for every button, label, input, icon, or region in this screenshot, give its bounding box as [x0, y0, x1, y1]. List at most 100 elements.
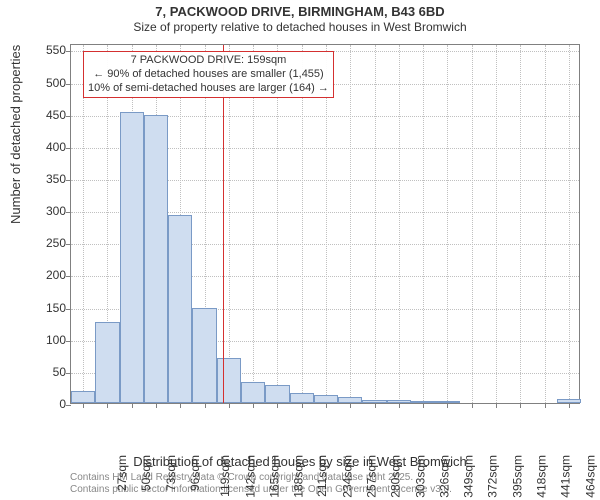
x-tick-label: 303sqm [413, 455, 427, 498]
chart-title: 7, PACKWOOD DRIVE, BIRMINGHAM, B43 6BD [0, 4, 600, 19]
gridline-vertical [545, 45, 546, 403]
y-tick-mark [66, 341, 71, 342]
y-tick-label: 50 [26, 365, 66, 379]
x-tick-mark [156, 403, 157, 408]
histogram-bar [265, 385, 289, 403]
gridline-vertical [326, 45, 327, 403]
annotation-line: 7 PACKWOOD DRIVE: 159sqm [88, 54, 329, 68]
histogram-bar [290, 393, 314, 403]
x-tick-mark [180, 403, 181, 408]
histogram-bar [338, 397, 362, 403]
y-tick-label: 250 [26, 236, 66, 250]
x-tick-mark [375, 403, 376, 408]
y-tick-label: 550 [26, 43, 66, 57]
histogram-bar [435, 401, 459, 403]
marker-line [223, 45, 224, 403]
y-tick-label: 200 [26, 268, 66, 282]
y-tick-label: 0 [26, 397, 66, 411]
x-tick-label: 395sqm [510, 455, 524, 498]
x-tick-label: 96sqm [188, 455, 202, 491]
x-tick-mark [423, 403, 424, 408]
y-axis-title: Number of detached properties [8, 45, 23, 224]
x-tick-mark [205, 403, 206, 408]
gridline-vertical [569, 45, 570, 403]
x-tick-mark [569, 403, 570, 408]
histogram-bar [168, 215, 192, 403]
x-tick-label: 211sqm [315, 455, 329, 497]
gridline-vertical [375, 45, 376, 403]
gridline-vertical [496, 45, 497, 403]
x-tick-mark [496, 403, 497, 408]
gridline-vertical [229, 45, 230, 403]
x-tick-mark [107, 403, 108, 408]
gridline-vertical [277, 45, 278, 403]
x-tick-mark [83, 403, 84, 408]
y-tick-label: 500 [26, 76, 66, 90]
y-tick-mark [66, 180, 71, 181]
y-tick-mark [66, 148, 71, 149]
x-tick-mark [520, 403, 521, 408]
histogram-bar [95, 322, 119, 403]
histogram-bar [71, 391, 95, 403]
y-tick-label: 300 [26, 204, 66, 218]
histogram-bar [387, 400, 411, 403]
y-tick-label: 100 [26, 333, 66, 347]
gridline-vertical [302, 45, 303, 403]
annotation-line: 10% of semi-detached houses are larger (… [88, 82, 329, 96]
gridline-vertical [350, 45, 351, 403]
histogram-bar [120, 112, 144, 403]
x-tick-label: 73sqm [164, 455, 178, 491]
x-tick-mark [326, 403, 327, 408]
chart-subtitle: Size of property relative to detached ho… [0, 20, 600, 34]
histogram-bar [192, 308, 216, 403]
x-tick-label: 234sqm [340, 455, 354, 498]
marker-annotation: 7 PACKWOOD DRIVE: 159sqm← 90% of detache… [83, 51, 334, 98]
x-tick-label: 464sqm [583, 455, 597, 498]
histogram-bar [217, 358, 241, 403]
gridline-vertical [423, 45, 424, 403]
chart-plot-area: 7 PACKWOOD DRIVE: 159sqm← 90% of detache… [70, 44, 580, 404]
y-tick-label: 450 [26, 108, 66, 122]
gridline-vertical [253, 45, 254, 403]
x-tick-mark [447, 403, 448, 408]
gridline-vertical [83, 45, 84, 403]
x-tick-label: 119sqm [218, 455, 232, 497]
y-tick-mark [66, 244, 71, 245]
histogram-bar [144, 115, 168, 403]
x-tick-label: 50sqm [139, 455, 153, 491]
x-tick-mark [399, 403, 400, 408]
y-tick-mark [66, 373, 71, 374]
histogram-bar [362, 400, 386, 403]
histogram-bar [411, 401, 435, 403]
x-tick-label: 142sqm [243, 455, 257, 498]
x-tick-mark [253, 403, 254, 408]
y-tick-mark [66, 84, 71, 85]
y-tick-mark [66, 276, 71, 277]
x-tick-label: 165sqm [268, 455, 282, 498]
x-tick-label: 418sqm [535, 455, 549, 498]
x-tick-mark [132, 403, 133, 408]
histogram-bar [557, 399, 581, 403]
y-tick-label: 400 [26, 140, 66, 154]
x-tick-mark [277, 403, 278, 408]
y-tick-label: 150 [26, 301, 66, 315]
x-tick-mark [545, 403, 546, 408]
histogram-bar [241, 382, 265, 403]
chart-title-block: 7, PACKWOOD DRIVE, BIRMINGHAM, B43 6BD S… [0, 0, 600, 34]
x-tick-label: 372sqm [486, 455, 500, 498]
gridline-vertical [447, 45, 448, 403]
x-tick-mark [350, 403, 351, 408]
y-tick-mark [66, 212, 71, 213]
x-tick-label: 27sqm [115, 455, 129, 491]
y-tick-mark [66, 51, 71, 52]
x-tick-label: 441sqm [559, 455, 573, 498]
gridline-vertical [472, 45, 473, 403]
histogram-bar [314, 395, 338, 403]
y-tick-mark [66, 309, 71, 310]
y-tick-label: 350 [26, 172, 66, 186]
gridline-vertical [520, 45, 521, 403]
x-tick-mark [229, 403, 230, 408]
x-tick-label: 349sqm [462, 455, 476, 498]
x-tick-mark [472, 403, 473, 408]
y-tick-mark [66, 405, 71, 406]
